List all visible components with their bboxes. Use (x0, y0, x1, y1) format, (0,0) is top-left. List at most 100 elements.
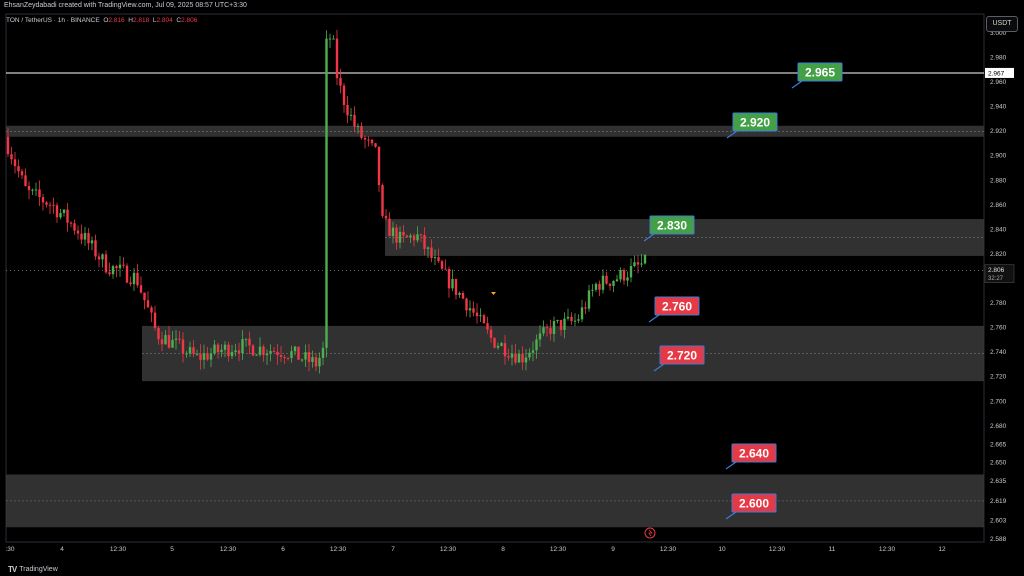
candle-body (339, 78, 342, 86)
candle-body (598, 283, 601, 290)
candle-body (570, 316, 573, 322)
close-label: C (176, 17, 182, 24)
y-tick-label: 2.980 (990, 54, 1007, 61)
candle-body (258, 346, 262, 355)
candle-body (430, 247, 433, 259)
candle-body (269, 351, 272, 354)
y-tick-label: 2.780 (990, 300, 1007, 307)
candle-body (398, 231, 402, 243)
low-value: 2.804 (156, 17, 173, 24)
candle-body (545, 327, 549, 329)
x-tick-label: 12:30 (550, 546, 567, 553)
candle-body (426, 247, 430, 249)
level-pointer (725, 511, 737, 520)
candle-body (496, 345, 500, 348)
candle-body (629, 266, 633, 278)
candle-body (129, 282, 132, 285)
candle-body (73, 223, 76, 231)
candle-body (216, 344, 220, 353)
candle-body (356, 126, 360, 128)
candle-body (377, 146, 381, 186)
candle-body (262, 346, 265, 356)
level-label-text: 2.640 (739, 447, 769, 461)
candle-body (311, 357, 314, 362)
candle-body (461, 292, 465, 299)
candle-body (255, 354, 258, 356)
candle-body (297, 346, 300, 360)
x-tick-label: 6 (281, 546, 285, 553)
y-tick-label: 2.840 (990, 226, 1007, 233)
candle-body (395, 227, 398, 243)
candle-body (104, 254, 108, 273)
open-label: O (103, 17, 109, 24)
candle-body (300, 359, 304, 361)
candle-body (447, 269, 451, 289)
level-label-box (731, 493, 777, 513)
candle-body (83, 233, 87, 240)
candle-body (34, 189, 38, 191)
candle-body (276, 351, 279, 356)
level-label-box (731, 443, 777, 463)
candle-body (580, 307, 584, 320)
level-label-box (797, 62, 843, 82)
candle-body (374, 143, 377, 147)
candle-body (636, 262, 640, 265)
level-label-text: 2.600 (739, 497, 769, 511)
candle-body (566, 316, 570, 319)
level-label-text: 2.760 (662, 300, 692, 314)
candle-body (493, 337, 496, 348)
candle-body (409, 235, 412, 238)
candle-body (206, 353, 209, 360)
y-tick-label: 2.820 (990, 251, 1007, 258)
candle-body (153, 312, 157, 328)
candle-body (178, 338, 181, 340)
candle-body (584, 307, 587, 309)
candle-body (38, 189, 41, 198)
brand-name: TradingView (19, 566, 58, 573)
candle-body (108, 272, 111, 275)
x-tick-label: :30 (5, 546, 14, 553)
candle-body (444, 268, 447, 270)
candle-body (507, 356, 510, 358)
event-marker-icon (644, 527, 656, 539)
candle-body (290, 351, 293, 358)
level-label-text: 2.830 (657, 219, 687, 233)
candle-body (328, 38, 332, 40)
candle-body (384, 215, 388, 219)
candle-body (437, 257, 440, 262)
level-label-box (732, 112, 778, 132)
candle-body (510, 353, 514, 358)
x-tick-label: 12 (938, 546, 946, 553)
candle-body (573, 320, 577, 322)
candle-body (433, 257, 437, 259)
alert-marker-icon (491, 292, 496, 295)
symbol-title: TON / TetherUS · 1h · BINANCE (6, 17, 100, 24)
candle-body (416, 234, 419, 241)
x-tick-label: 7 (391, 546, 395, 553)
candle-body (514, 353, 517, 363)
y-tick-label: 2.665 (990, 441, 1007, 448)
candle-body (423, 234, 426, 249)
x-tick-label: 8 (501, 546, 505, 553)
candle-body (531, 350, 535, 353)
candle-body (192, 347, 195, 354)
candle-body (52, 204, 55, 206)
x-tick-label: 12:30 (660, 546, 677, 553)
candle-body (332, 38, 335, 40)
candle-body (640, 263, 643, 265)
candle-body (202, 353, 206, 360)
candle-body (419, 234, 423, 236)
y-tick-label: 2.740 (990, 349, 1007, 356)
candle-body (41, 197, 45, 203)
candle-body (479, 315, 482, 317)
candle-body (111, 266, 115, 275)
y-tick-label: 2.960 (990, 79, 1007, 86)
candle-body (325, 38, 328, 348)
countdown-label: 32:27 (988, 276, 1004, 282)
level-pointer (725, 461, 737, 470)
candle-body (304, 352, 307, 360)
currency-button[interactable]: USDT (986, 16, 1018, 32)
candle-body (475, 312, 479, 317)
candle-body (412, 235, 416, 241)
